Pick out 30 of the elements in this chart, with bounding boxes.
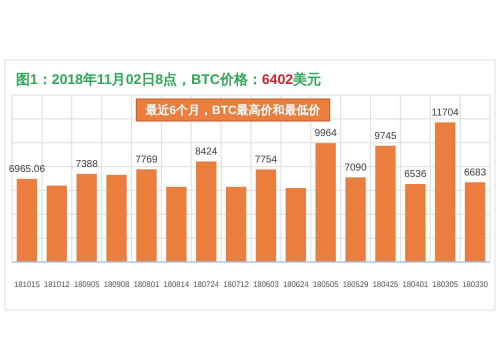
x-tick-label: 180905: [74, 280, 101, 289]
x-tick-label: 180505: [312, 280, 340, 289]
data-label: 7388: [76, 158, 98, 170]
data-label: 7090: [344, 162, 368, 174]
annotation: 最近6个月，BTC最高价和最低价: [144, 103, 322, 117]
data-label: 6683: [464, 167, 487, 178]
data-label: 7769: [135, 154, 158, 166]
data-label: 6536: [404, 169, 427, 180]
x-tick-label: 180624: [282, 280, 310, 289]
x-tick-label: 180814: [163, 280, 190, 289]
x-tick-label: 180908: [104, 280, 130, 289]
data-label: 9964: [314, 128, 338, 140]
x-tick-label: 181015: [14, 280, 41, 289]
x-tick-label: 181012: [44, 280, 71, 289]
x-tick-label: 180801: [134, 280, 160, 289]
data-label: 11704: [432, 107, 460, 118]
x-tick-label: 180401: [402, 280, 430, 289]
x-tick-label: 180712: [223, 280, 250, 289]
x-tick-label: 180330: [462, 280, 489, 289]
data-label: 7754: [254, 154, 278, 166]
x-tick-label: 180305: [432, 280, 460, 289]
note: 最近6个月，BTC最高价和最低价: [136, 98, 330, 122]
data-label: 8424: [195, 146, 218, 158]
x-tick-label: 180603: [253, 280, 280, 289]
data-label: 6965.06: [8, 164, 46, 175]
x-tick-label: 180425: [372, 280, 400, 289]
data-label: 9745: [374, 130, 397, 142]
x-tick-label: 180724: [193, 280, 220, 289]
x-tick-label: 180529: [342, 280, 370, 289]
chart-title: 图1：2018年11月02日8点，BTC价格：6402美元: [16, 71, 322, 87]
